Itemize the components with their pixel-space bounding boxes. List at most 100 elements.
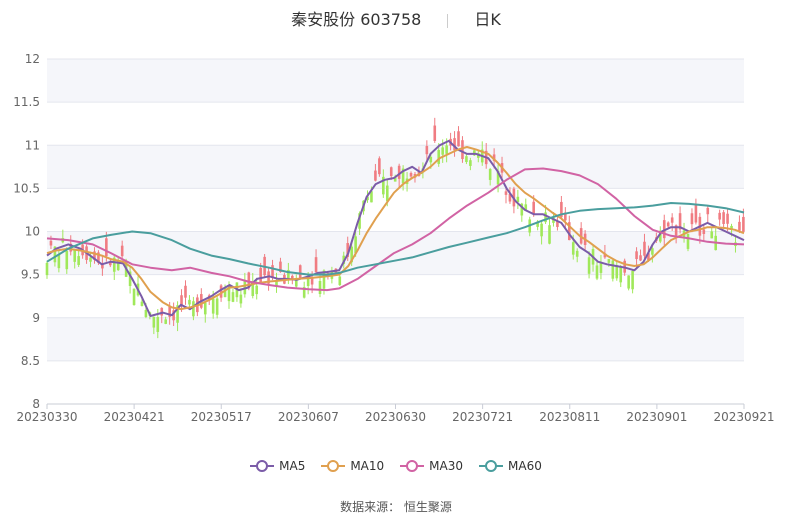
candle-body bbox=[560, 201, 563, 218]
candle-body bbox=[401, 168, 405, 184]
candle-body bbox=[635, 251, 638, 260]
y-tick-label: 8 bbox=[32, 397, 40, 411]
candle-body bbox=[674, 225, 678, 236]
candle-body bbox=[89, 257, 92, 262]
candle-body bbox=[662, 220, 666, 239]
candle-body bbox=[215, 298, 219, 315]
candle-body bbox=[532, 201, 535, 214]
candle-body bbox=[49, 240, 53, 246]
x-tick-label: 20230517 bbox=[191, 410, 252, 424]
candle-body bbox=[279, 261, 282, 273]
legend-item-ma30[interactable]: MA30 bbox=[400, 459, 463, 473]
x-tick-label: 20230421 bbox=[104, 410, 165, 424]
candle-body bbox=[310, 278, 314, 285]
candle-body bbox=[73, 249, 76, 262]
y-tick-label: 11 bbox=[25, 138, 40, 152]
candle-body bbox=[180, 295, 183, 306]
x-tick-label: 20230921 bbox=[713, 410, 774, 424]
candle-body bbox=[611, 260, 615, 279]
ma10-line bbox=[46, 146, 745, 311]
candle-body bbox=[453, 138, 456, 151]
candle-body bbox=[267, 271, 270, 284]
candle-body bbox=[730, 225, 733, 230]
candle-body bbox=[461, 140, 464, 160]
candle-body bbox=[227, 286, 231, 302]
y-tick-label: 9.5 bbox=[21, 268, 40, 282]
candle-body bbox=[504, 191, 508, 195]
legend-swatch bbox=[321, 459, 346, 473]
candle-body bbox=[338, 276, 342, 286]
candle-body bbox=[694, 205, 698, 223]
legend-swatch bbox=[250, 459, 275, 473]
candle-body bbox=[738, 221, 741, 231]
candle-body bbox=[318, 280, 322, 294]
candle-body bbox=[742, 216, 745, 232]
candle-body bbox=[508, 193, 512, 202]
legend-item-ma60[interactable]: MA60 bbox=[479, 459, 542, 473]
grid-lines bbox=[47, 58, 744, 405]
candle-body bbox=[239, 294, 243, 304]
candle-body bbox=[571, 242, 575, 255]
candle-body bbox=[97, 252, 100, 263]
y-axis-ticks: 12 11.5 11 10.5 10 9.5 9 8.5 8 bbox=[13, 52, 40, 411]
candle-body bbox=[366, 196, 369, 201]
candle-body bbox=[603, 253, 607, 258]
candle-body bbox=[302, 287, 306, 298]
candle-body bbox=[445, 145, 448, 154]
candle-body bbox=[255, 285, 259, 295]
candle-body bbox=[429, 156, 433, 163]
candle-body bbox=[524, 204, 528, 210]
candle-body bbox=[496, 170, 500, 185]
candle-body bbox=[382, 176, 385, 195]
candle-body bbox=[259, 267, 262, 283]
x-tick-label: 20230901 bbox=[626, 410, 687, 424]
candle-body bbox=[595, 265, 599, 279]
candle-body bbox=[686, 233, 690, 249]
candle-body bbox=[643, 241, 646, 256]
legend-label: MA60 bbox=[508, 459, 542, 473]
source-label: 数据来源： bbox=[340, 500, 401, 514]
candle-body bbox=[203, 302, 207, 315]
candle-body bbox=[298, 265, 302, 279]
legend-label: MA5 bbox=[279, 459, 306, 473]
candle-body bbox=[678, 213, 682, 230]
candle-body bbox=[164, 319, 168, 324]
candle-body bbox=[358, 213, 361, 229]
candle-body bbox=[188, 299, 191, 305]
candle-body bbox=[378, 158, 381, 175]
candle-body bbox=[706, 207, 710, 215]
y-tick-label: 9 bbox=[32, 311, 40, 325]
grid-band bbox=[47, 145, 744, 189]
candle-body bbox=[599, 263, 603, 273]
ma60-line bbox=[46, 202, 745, 276]
candle-body bbox=[306, 277, 310, 286]
candle-body bbox=[473, 150, 476, 156]
candle-body bbox=[457, 131, 460, 147]
candle-body bbox=[389, 167, 393, 177]
candle-body bbox=[666, 222, 670, 227]
candle-body bbox=[271, 265, 274, 277]
candle-body bbox=[176, 305, 179, 323]
candle-body bbox=[219, 285, 223, 298]
chart-title: 秦安股份 603758 日K bbox=[0, 6, 792, 30]
candle-body bbox=[437, 149, 441, 164]
candle-body bbox=[441, 147, 444, 155]
candle-body bbox=[45, 262, 49, 276]
candle-body bbox=[287, 269, 290, 279]
x-tick-label: 20230811 bbox=[539, 410, 600, 424]
y-tick-label: 8.5 bbox=[21, 354, 40, 368]
candle-body bbox=[109, 261, 112, 266]
candle-body bbox=[184, 285, 187, 298]
candle-body bbox=[631, 270, 634, 290]
candle-body bbox=[722, 212, 725, 224]
legend-label: MA30 bbox=[429, 459, 464, 473]
legend-item-ma10[interactable]: MA10 bbox=[321, 459, 384, 473]
candle-body bbox=[160, 307, 164, 316]
candle-body bbox=[548, 225, 551, 244]
candle-body bbox=[132, 288, 136, 306]
candle-body bbox=[144, 309, 148, 318]
legend-item-ma5[interactable]: MA5 bbox=[250, 459, 305, 473]
candle-body bbox=[647, 253, 650, 261]
data-source: 数据来源： 恒生聚源 bbox=[0, 498, 792, 515]
